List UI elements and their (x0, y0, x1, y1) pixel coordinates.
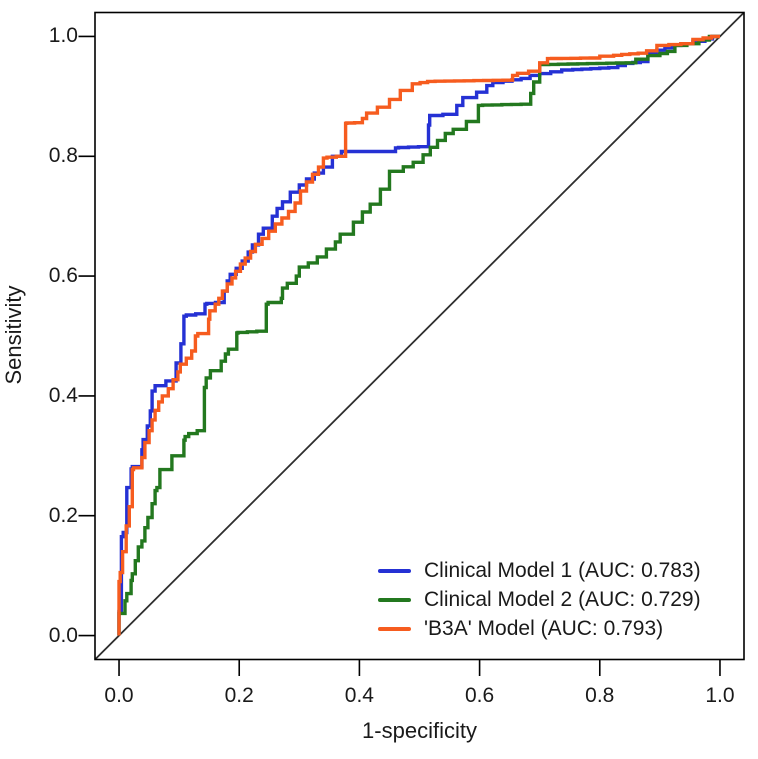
y-tick-label-0.0: 0.0 (48, 623, 78, 647)
roc-curve-clinical-model-1 (117, 34, 720, 636)
legend-swatch-clinical-model-1 (378, 568, 411, 573)
legend-label-clinical-model-2: Clinical Model 2 (AUC: 0.729) (424, 587, 701, 611)
y-tick-label-0.4: 0.4 (48, 383, 78, 407)
legend-label-b3a-model: 'B3A' Model (AUC: 0.793) (424, 616, 664, 640)
y-tick-label-1.0: 1.0 (48, 24, 78, 48)
legend-row-clinical-model-2: Clinical Model 2 (AUC: 0.729) (378, 585, 701, 614)
chance-diagonal-line (94, 11, 745, 661)
x-axis-title: 1-specificity (362, 718, 477, 743)
x-tick-label-0.2: 0.2 (224, 684, 254, 707)
x-tick-label-0.0: 0.0 (104, 684, 134, 707)
x-tick-label-0.4: 0.4 (344, 684, 374, 707)
legend-swatch-b3a-model (378, 626, 411, 631)
legend-row-clinical-model-1: Clinical Model 1 (AUC: 0.783) (378, 556, 701, 585)
roc-curve-b3a-model (117, 34, 720, 636)
legend-label-clinical-model-1: Clinical Model 1 (AUC: 0.783) (424, 558, 701, 582)
plot-box (94, 11, 745, 661)
x-tick-label-0.8: 0.8 (585, 684, 615, 707)
legend: Clinical Model 1 (AUC: 0.783) Clinical M… (378, 556, 701, 643)
x-tick-label-1.0: 1.0 (705, 684, 735, 707)
y-tick-label-0.6: 0.6 (48, 264, 78, 288)
roc-curve-clinical-model-2 (117, 34, 720, 636)
x-tick-label-0.6: 0.6 (464, 684, 495, 707)
y-tick-label-0.8: 0.8 (48, 144, 78, 168)
y-axis-title: Sensitivity (1, 285, 26, 385)
legend-row-b3a-model: 'B3A' Model (AUC: 0.793) (378, 614, 701, 643)
y-tick-label-0.2: 0.2 (48, 503, 78, 527)
legend-swatch-clinical-model-2 (378, 597, 411, 602)
